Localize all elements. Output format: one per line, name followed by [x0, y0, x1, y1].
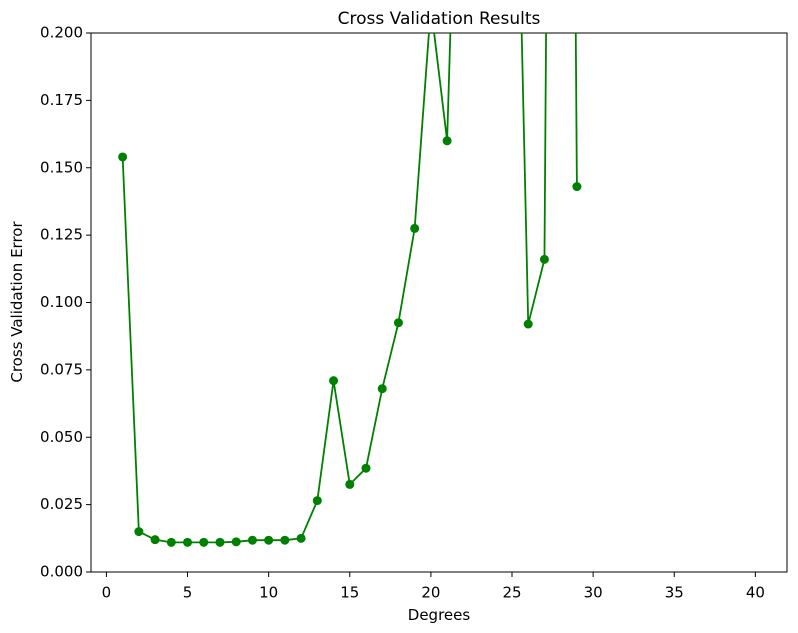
y-tick-label: 0.175: [40, 91, 83, 109]
point: [572, 182, 582, 192]
point: [539, 254, 549, 264]
x-tick-label: 15: [340, 584, 359, 602]
y-tick-label: 0.050: [40, 428, 83, 446]
point: [329, 376, 339, 386]
y-tick-label: 0.100: [40, 293, 83, 311]
x-tick-label: 10: [259, 584, 278, 602]
x-axis-label: Degrees: [408, 606, 471, 624]
point: [345, 479, 355, 489]
point: [377, 384, 387, 394]
y-tick-label: 0.125: [40, 226, 83, 244]
x-tick-label: 40: [746, 584, 765, 602]
x-tick-label: 0: [102, 584, 112, 602]
x-tick-label: 5: [183, 584, 193, 602]
point: [118, 152, 128, 162]
plot-frame: [90, 32, 788, 573]
point: [442, 136, 452, 146]
point: [264, 535, 274, 545]
y-axis-label: Cross Validation Error: [8, 221, 26, 383]
point: [183, 537, 193, 547]
series-line: [121, 33, 578, 544]
point: [247, 535, 257, 545]
y-tick-label: 0.200: [40, 24, 83, 42]
x-tick-label: 25: [502, 584, 521, 602]
point: [296, 533, 306, 543]
point: [166, 537, 176, 547]
point: [199, 537, 209, 547]
point: [361, 463, 371, 473]
point: [312, 496, 322, 506]
point: [150, 535, 160, 545]
chart-title: Cross Validation Results: [338, 9, 541, 29]
y-tick-label: 0.000: [40, 563, 83, 581]
point: [280, 535, 290, 545]
point: [523, 319, 533, 329]
point: [134, 527, 144, 537]
point: [410, 223, 420, 233]
point: [231, 537, 241, 547]
point: [215, 537, 225, 547]
y-tick-label: 0.075: [40, 360, 83, 378]
point: [393, 318, 403, 328]
x-tick-label: 20: [421, 584, 440, 602]
y-tick-label: 0.150: [40, 158, 83, 176]
x-tick-label: 35: [665, 584, 684, 602]
x-tick-label: 30: [584, 584, 603, 602]
plot-area: [118, 33, 582, 547]
y-tick-label: 0.025: [40, 495, 83, 513]
